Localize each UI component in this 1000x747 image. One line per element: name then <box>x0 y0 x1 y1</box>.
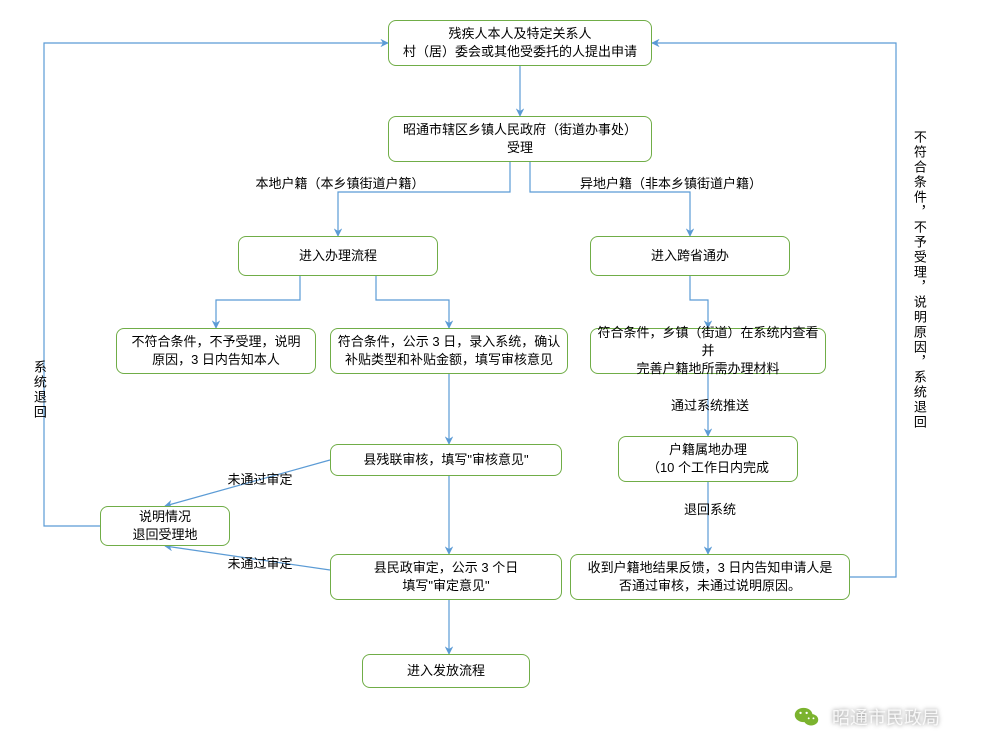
node-line: 昭通市辖区乡镇人民政府（街道办事处） <box>403 121 637 139</box>
node-line: 收到户籍地结果反馈，3 日内告知申请人是 <box>588 559 833 577</box>
node-line: 户籍属地办理 <box>669 441 747 459</box>
flow-node-n_clcheck: 县残联审核，填写"审核意见" <box>330 444 562 476</box>
flow-node-n_reject: 不符合条件，不予受理，说明原因，3 日内告知本人 <box>116 328 316 374</box>
node-line: 受理 <box>507 139 533 157</box>
node-line: 进入跨省通办 <box>651 247 729 265</box>
watermark-text: 昭通市民政局 <box>832 704 940 730</box>
edge-label-l_push: 通过系统推送 <box>650 398 770 415</box>
flow-node-n_qual: 符合条件，公示 3 日，录入系统，确认补贴类型和补贴金额，填写审核意见 <box>330 328 568 374</box>
vertical-label-vl_sysret: 系统退回 <box>30 360 47 420</box>
node-line: 原因，3 日内告知本人 <box>152 351 280 369</box>
flow-node-n_feedback: 收到户籍地结果反馈，3 日内告知申请人是否通过审核，未通过说明原因。 <box>570 554 850 600</box>
flow-node-n_apply: 残疾人本人及特定关系人村（居）委会或其他受委托的人提出申请 <box>388 20 652 66</box>
edge-5 <box>690 276 708 328</box>
node-line: 不符合条件，不予受理，说明 <box>131 333 300 351</box>
edge-2 <box>530 162 690 236</box>
flow-node-n_huji: 户籍属地办理（10 个工作日内完成 <box>618 436 798 482</box>
edge-3 <box>216 276 300 328</box>
node-line: 进入办理流程 <box>299 247 377 265</box>
node-line: 残疾人本人及特定关系人 <box>448 25 591 43</box>
edge-label-l_fail1: 未通过审定 <box>200 472 320 489</box>
node-line: 符合条件，公示 3 日，录入系统，确认 <box>338 333 560 351</box>
edge-label-l_local: 本地户籍（本乡镇街道户籍） <box>240 176 440 193</box>
flow-node-n_minzh: 县民政审定，公示 3 个日填写"审定意见" <box>330 554 562 600</box>
node-line: （10 个工作日内完成 <box>647 459 769 477</box>
node-line: 县残联审核，填写"审核意见" <box>363 451 528 469</box>
edge-1 <box>338 162 510 236</box>
watermark: 昭通市民政局 <box>790 700 940 734</box>
node-line: 村（居）委会或其他受委托的人提出申请 <box>403 43 637 61</box>
flow-node-n_accept: 昭通市辖区乡镇人民政府（街道办事处）受理 <box>388 116 652 162</box>
edge-label-l_cross: 异地户籍（非本乡镇街道户籍） <box>556 176 786 193</box>
node-line: 填写"审定意见" <box>402 577 489 595</box>
node-line: 县民政审定，公示 3 个日 <box>374 559 518 577</box>
node-line: 进入发放流程 <box>407 662 485 680</box>
node-line: 退回受理地 <box>132 526 197 544</box>
node-line: 说明情况 <box>139 508 191 526</box>
edge-14 <box>652 43 896 577</box>
edge-4 <box>376 276 449 328</box>
flow-node-n_cqual: 符合条件，乡镇（街道）在系统内查看并完善户籍地所需办理材料 <box>590 328 826 374</box>
flow-node-n_issue: 进入发放流程 <box>362 654 530 688</box>
flow-node-n_cross: 进入跨省通办 <box>590 236 790 276</box>
edge-label-l_retsys: 退回系统 <box>670 502 750 519</box>
node-line: 补贴类型和补贴金额，填写审核意见 <box>345 351 553 369</box>
node-line: 否通过审核，未通过说明原因。 <box>619 577 801 595</box>
flow-node-n_return: 说明情况退回受理地 <box>100 506 230 546</box>
wechat-icon <box>790 700 824 734</box>
node-line: 符合条件，乡镇（街道）在系统内查看并 <box>597 324 819 360</box>
flow-node-n_local: 进入办理流程 <box>238 236 438 276</box>
node-line: 完善户籍地所需办理材料 <box>636 360 779 378</box>
edge-label-l_fail2: 未通过审定 <box>200 556 320 573</box>
vertical-label-vl_right: 不符合条件，不予受理，说明原因，系统退回 <box>910 130 927 430</box>
